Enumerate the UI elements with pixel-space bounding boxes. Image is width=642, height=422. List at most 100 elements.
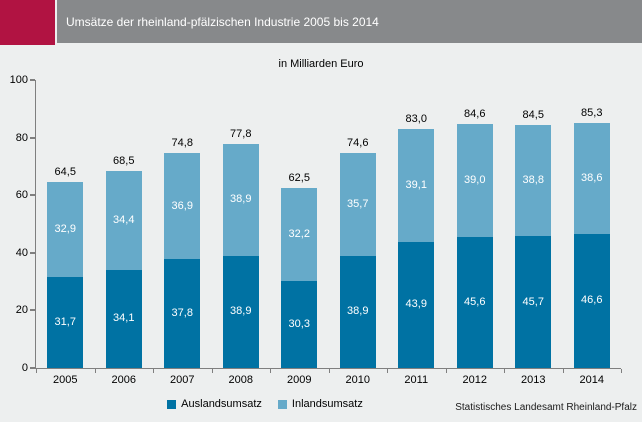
bar-value-label: 31,7 — [54, 315, 76, 328]
bar-value-label: 35,7 — [347, 198, 369, 211]
bar-segment-auslandsumsatz-2013: 45,7 — [515, 236, 552, 368]
x-axis-tick — [562, 369, 564, 373]
x-axis-label-2014: 2014 — [579, 374, 604, 386]
x-axis-label-2006: 2006 — [111, 374, 136, 386]
total-value-label: 84,5 — [522, 108, 544, 121]
x-axis-label-2009: 2009 — [287, 374, 312, 386]
bar-group-2005: 64,5 32,9 31,7 — [36, 80, 95, 368]
legend-item-auslandsumsatz: Auslandsumsatz — [167, 398, 262, 410]
bar-value-label: 32,9 — [54, 222, 76, 235]
bar-segment-auslandsumsatz-2007: 37,8 — [164, 259, 201, 368]
x-axis-label-2011: 2011 — [404, 374, 429, 386]
total-value-label: 64,5 — [54, 165, 76, 178]
bar-group-2009: 62,5 32,2 30,3 — [270, 80, 329, 368]
bar-segment-inlandsumsatz-2007: 36,9 — [164, 152, 201, 260]
bar-value-label: 30,3 — [288, 317, 310, 330]
bar-segment-inlandsumsatz-2009: 32,2 — [281, 188, 318, 281]
total-value-label: 68,5 — [113, 154, 135, 167]
y-axis-label: 20 — [15, 304, 28, 317]
bar-value-label: 45,6 — [464, 295, 486, 308]
bar-value-label: 38,8 — [522, 174, 544, 187]
legend: Auslandsumsatz Inlandsumsatz — [0, 398, 530, 410]
y-axis-tick — [30, 251, 35, 254]
x-axis-label-2012: 2012 — [462, 374, 487, 386]
bar-value-label: 38,9 — [230, 305, 252, 318]
legend-item-inlandsumsatz: Inlandsumsatz — [277, 398, 363, 410]
x-axis-tick — [270, 369, 271, 373]
bar-segment-inlandsumsatz-2013: 38,8 — [515, 124, 552, 237]
bar-value-label: 32,2 — [288, 227, 310, 240]
bar-segment-inlandsumsatz-2008: 38,9 — [222, 143, 259, 256]
bar-segment-inlandsumsatz-2006: 34,4 — [105, 170, 142, 270]
y-axis-label: 80 — [15, 131, 28, 144]
bar-segment-auslandsumsatz-2008: 38,9 — [222, 255, 259, 368]
x-axis-tick — [94, 369, 96, 373]
bar-value-label: 37,8 — [171, 307, 193, 320]
source-note: Statistisches Landesamt Rheinland-Pfalz — [455, 402, 637, 413]
title-bar: Umsätze der rheinland-pfälzischen Indust… — [57, 0, 642, 43]
bar-segment-inlandsumsatz-2005: 32,9 — [47, 181, 84, 277]
y-axis-label: 40 — [15, 246, 28, 259]
total-value-label: 85,3 — [581, 106, 603, 119]
chart-subtitle: in Milliarden Euro — [278, 58, 364, 70]
total-value-label: 84,6 — [464, 108, 486, 121]
bar-segment-auslandsumsatz-2005: 31,7 — [47, 276, 84, 368]
bar-value-label: 36,9 — [171, 199, 193, 212]
bar-segment-auslandsumsatz-2012: 45,6 — [456, 236, 493, 368]
bar-segment-inlandsumsatz-2012: 39,0 — [456, 124, 493, 237]
y-axis-tick — [30, 194, 35, 197]
legend-swatch-icon — [277, 399, 287, 409]
bar-group-2014: 85,3 38,6 46,6 — [563, 80, 622, 368]
x-axis-tick — [36, 369, 37, 373]
bar-segment-auslandsumsatz-2009: 30,3 — [281, 280, 318, 368]
bar-value-label: 34,4 — [113, 213, 135, 226]
y-axis-label: 100 — [9, 74, 28, 86]
bar-value-label: 38,9 — [347, 305, 369, 318]
bar-group-2011: 83,0 39,1 43,9 — [387, 80, 446, 368]
bar-group-2013: 84,5 38,8 45,7 — [504, 80, 563, 368]
bar-value-label: 45,7 — [522, 295, 544, 308]
bar-value-label: 46,6 — [581, 294, 603, 307]
total-value-label: 74,8 — [171, 136, 193, 149]
x-axis-tick — [445, 369, 447, 373]
bar-segment-auslandsumsatz-2011: 43,9 — [398, 241, 435, 368]
bar-segment-auslandsumsatz-2014: 46,6 — [573, 233, 610, 368]
x-axis-label-2013: 2013 — [521, 374, 546, 386]
x-axis-label-2007: 2007 — [170, 374, 195, 386]
bar-value-label: 34,1 — [113, 312, 135, 325]
bar-segment-auslandsumsatz-2010: 38,9 — [339, 255, 376, 368]
total-value-label: 74,6 — [347, 137, 369, 150]
x-axis-tick — [153, 369, 154, 373]
bar-segment-auslandsumsatz-2006: 34,1 — [105, 269, 142, 368]
brand-mark — [0, 0, 55, 45]
x-axis-label-2005: 2005 — [53, 374, 78, 386]
x-axis-label-2008: 2008 — [228, 374, 253, 386]
bar-group-2010: 74,6 35,7 38,9 — [329, 80, 388, 368]
chart-title: Umsätze der rheinland-pfälzischen Indust… — [66, 14, 379, 29]
x-axis-label-2010: 2010 — [345, 374, 370, 386]
x-axis-tick — [504, 369, 505, 373]
bar-segment-inlandsumsatz-2010: 35,7 — [339, 153, 376, 256]
legend-label: Auslandsumsatz — [181, 398, 262, 410]
legend-label: Inlandsumsatz — [291, 398, 363, 410]
total-value-label: 62,5 — [288, 172, 310, 185]
legend-swatch-icon — [167, 399, 177, 409]
bar-value-label: 39,1 — [405, 178, 427, 191]
x-axis-tick — [328, 369, 330, 373]
y-axis-tick — [30, 367, 35, 369]
bar-group-2012: 84,6 39,0 45,6 — [446, 80, 505, 368]
bar-value-label: 38,9 — [230, 193, 252, 206]
y-axis-tick — [30, 136, 35, 139]
y-axis-tick — [30, 79, 35, 81]
x-axis-tick — [621, 369, 622, 373]
bar-segment-inlandsumsatz-2011: 39,1 — [398, 128, 435, 242]
y-axis-label: 60 — [15, 189, 28, 202]
total-value-label: 77,8 — [230, 127, 252, 140]
bar-group-2006: 68,5 34,4 34,1 — [95, 80, 154, 368]
bar-value-label: 43,9 — [405, 298, 427, 311]
bar-group-2007: 74,8 36,9 37,8 — [153, 80, 212, 368]
y-axis-label: 0 — [21, 362, 28, 374]
plot-area: 0 20 40 60 80 100 64,5 32,9 31,7 2005 68,5 34,4 34,1… — [10, 74, 622, 386]
x-axis-tick — [211, 369, 213, 373]
x-axis-tick — [387, 369, 388, 373]
